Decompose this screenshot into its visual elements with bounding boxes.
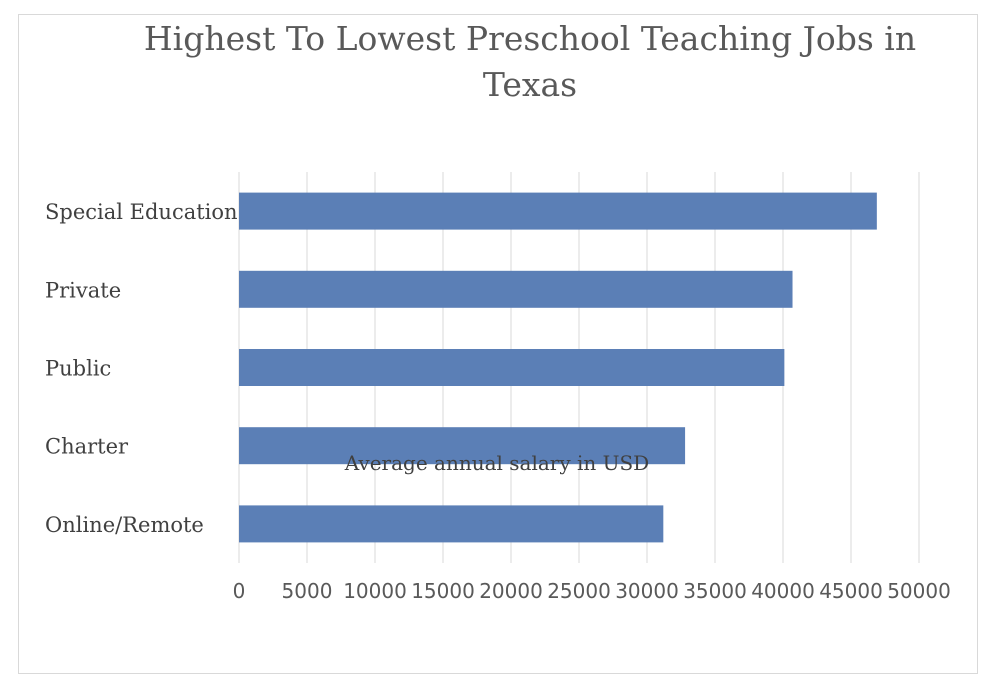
bars: [239, 192, 877, 543]
category-labels: Special Education Private Public Charter Onl…: [45, 200, 238, 537]
x-tick-label: 15000: [411, 579, 475, 603]
bar: [239, 349, 785, 386]
x-tick-label: 35000: [683, 579, 747, 603]
bar: [239, 505, 664, 543]
x-tick-label: 10000: [343, 579, 407, 603]
category-label: Online/Remote: [45, 513, 204, 537]
x-tick-label: 20000: [479, 579, 543, 603]
x-tick-label: 30000: [615, 579, 679, 603]
x-tick-labels: 0 5000 10000 15000 20000 25000 30000 35000 40000…: [233, 579, 951, 603]
x-tick-label: 0: [233, 579, 246, 603]
x-tick-label: 25000: [547, 579, 611, 603]
category-label: Charter: [45, 435, 129, 459]
bar: [239, 192, 877, 230]
chart-title: Highest To Lowest Preschool Teaching Job…: [143, 19, 917, 104]
category-label: Special Education: [45, 200, 238, 224]
category-label: Private: [45, 278, 121, 302]
x-axis-title: Average annual salary in USD: [344, 451, 649, 475]
x-tick-label: 5000: [282, 579, 333, 603]
chart-frame: [18, 14, 978, 674]
bar: [239, 427, 686, 465]
category-label: Public: [45, 357, 111, 381]
bar: [239, 270, 793, 308]
x-tick-label: 50000: [887, 579, 951, 603]
x-tick-label: 45000: [819, 579, 883, 603]
x-tick-label: 40000: [751, 579, 815, 603]
